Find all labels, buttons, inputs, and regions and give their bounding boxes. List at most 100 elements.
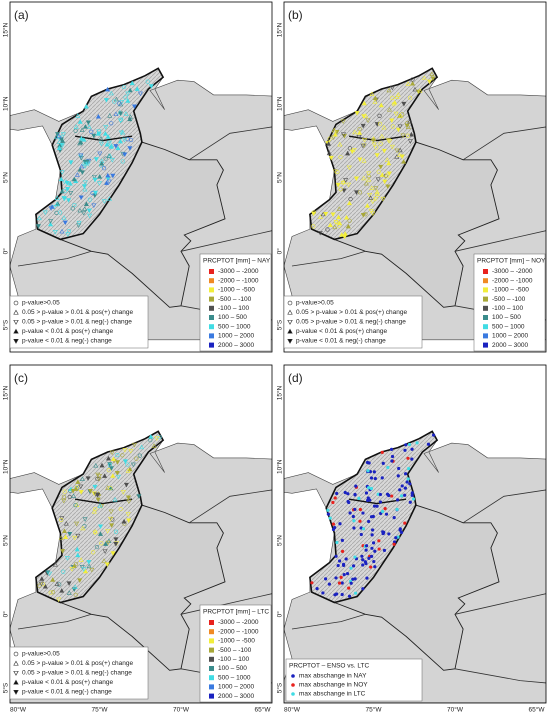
station	[410, 457, 414, 461]
panel-frame	[283, 364, 547, 704]
station	[327, 582, 331, 586]
marker	[386, 138, 392, 144]
marker	[38, 581, 44, 587]
station	[339, 575, 343, 579]
marker	[125, 98, 131, 103]
legend-swatch	[483, 315, 488, 320]
station	[369, 515, 374, 519]
marker	[123, 95, 128, 100]
marker	[105, 529, 111, 534]
marker	[78, 139, 84, 145]
marker	[130, 462, 136, 468]
station	[361, 527, 366, 531]
marker	[105, 455, 112, 461]
marker	[52, 229, 58, 235]
symbol-label: p-value < 0.01 & neg(-) change	[22, 689, 112, 696]
border	[454, 593, 546, 615]
station	[334, 576, 338, 580]
legend-swatch	[483, 296, 488, 302]
lon-label: 80°W	[10, 706, 27, 714]
marker	[323, 211, 329, 217]
marker	[50, 577, 56, 582]
marker	[79, 170, 85, 175]
marker	[397, 124, 403, 129]
marker	[384, 172, 390, 178]
station	[406, 467, 411, 471]
marker	[91, 203, 97, 208]
legend-label: max abschange in NOY	[299, 682, 368, 689]
symbol-label: p-value < 0.01 & pos(+) change	[22, 679, 113, 686]
legend-swatch	[209, 684, 214, 690]
marker	[85, 161, 91, 167]
marker	[379, 172, 385, 177]
marker	[338, 154, 343, 160]
marker	[372, 99, 378, 104]
marker	[395, 92, 401, 97]
marker	[103, 98, 109, 103]
marker	[82, 517, 88, 522]
marker	[63, 520, 69, 526]
marker	[361, 143, 367, 148]
lon-label: 65°W	[255, 706, 272, 714]
station	[310, 581, 314, 585]
marker	[353, 176, 359, 182]
marker	[122, 459, 128, 464]
station	[365, 576, 369, 580]
marker	[97, 503, 103, 508]
marker	[378, 164, 384, 170]
marker	[117, 101, 122, 106]
marker	[349, 149, 355, 155]
marker	[13, 670, 19, 676]
marker	[328, 155, 334, 161]
station	[340, 592, 344, 597]
lat-label: 0°	[276, 248, 284, 255]
station	[349, 566, 353, 570]
marker	[78, 557, 84, 562]
border	[291, 250, 366, 267]
marker	[367, 192, 373, 198]
marker	[42, 210, 48, 216]
station	[390, 459, 394, 463]
marker	[101, 199, 107, 204]
marker	[401, 101, 407, 107]
station	[411, 497, 416, 501]
station	[373, 565, 377, 569]
marker	[92, 190, 99, 196]
marker	[65, 186, 71, 192]
station	[369, 486, 374, 491]
marker	[370, 199, 376, 205]
marker	[374, 153, 380, 158]
marker	[317, 214, 323, 219]
marker	[92, 530, 98, 536]
marker	[386, 107, 392, 112]
lat-label: 0°	[2, 248, 10, 255]
lat-label: 5°S	[276, 682, 284, 693]
marker	[61, 569, 66, 574]
marker	[120, 129, 126, 135]
marker	[125, 512, 131, 517]
symbol-label: 0.05 > p-value > 0.01 & pos(+) change	[296, 309, 408, 316]
marker	[366, 174, 371, 179]
marker	[103, 125, 109, 130]
marker	[148, 84, 154, 89]
lat-label: 5°N	[276, 172, 284, 183]
station	[410, 491, 414, 495]
legend-swatch	[209, 629, 214, 635]
marker	[376, 169, 381, 174]
station	[394, 536, 398, 540]
legend-swatch	[209, 638, 214, 644]
marker	[378, 141, 383, 146]
marker	[364, 203, 370, 208]
station	[361, 587, 365, 591]
marker	[125, 462, 130, 467]
marker	[384, 157, 390, 162]
marker	[127, 116, 133, 122]
marker	[98, 141, 104, 147]
station	[344, 557, 348, 561]
marker	[287, 300, 293, 306]
panel-label: (d)	[288, 371, 303, 385]
marker	[110, 456, 116, 462]
station	[369, 476, 374, 480]
marker	[131, 104, 137, 110]
legend-label: -3000 – -2000	[492, 268, 533, 275]
